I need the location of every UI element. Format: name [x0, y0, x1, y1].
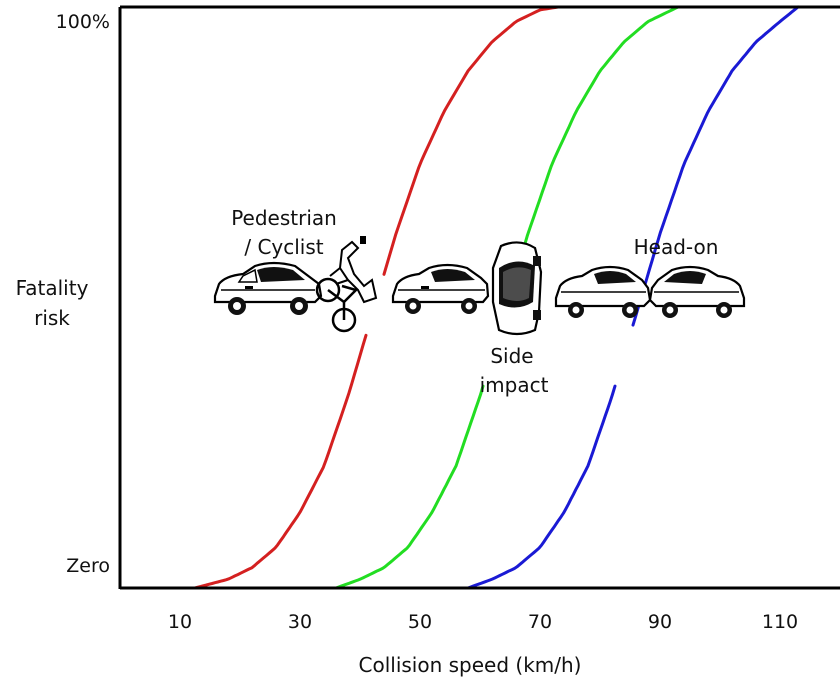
y-tick-label: Zero [66, 555, 110, 577]
x-tick-label: 30 [288, 611, 312, 633]
annotation-side-impact-line2: impact [480, 373, 549, 397]
curves-layer [193, 5, 800, 590]
series-line-head-on-segment-0 [466, 384, 617, 590]
annotation-pedestrian-line1: Pedestrian [231, 206, 337, 230]
y-tick-label: 100% [56, 11, 110, 33]
x-tick-label: 110 [762, 611, 798, 633]
head-on-left-car-icon [554, 265, 652, 318]
y-tick-labels: Zero 100% [56, 11, 110, 577]
side-impact-car-icon [391, 263, 490, 314]
series-line-side-impact-segment-1 [499, 5, 680, 327]
y-axis-label-line2: risk [34, 306, 70, 330]
x-tick-label: 10 [168, 611, 192, 633]
x-tick-label: 50 [408, 611, 432, 633]
series-line-pedestrian-cyclist-segment-0 [193, 333, 368, 590]
pedestrian-car-icon [213, 261, 323, 315]
side-impact-struck-car-icon [491, 241, 543, 336]
series-line-pedestrian-cyclist-segment-1 [382, 5, 560, 276]
annotation-side-impact-line1: Side [490, 344, 533, 368]
cyclist-icon [315, 236, 378, 333]
series-line-side-impact-segment-0 [334, 384, 485, 590]
annotation-head-on: Head-on [634, 235, 719, 259]
x-tick-labels: 10 30 50 70 90 110 [168, 611, 798, 633]
x-tick-label: 70 [528, 611, 552, 633]
x-axis-label: Collision speed (km/h) [359, 653, 582, 677]
x-tick-label: 90 [648, 611, 672, 633]
annotation-pedestrian-line2: / Cyclist [244, 235, 323, 259]
y-axis-label-line1: Fatality [16, 276, 89, 300]
head-on-right-car-icon [648, 265, 746, 318]
series-line-head-on-segment-1 [631, 5, 800, 327]
